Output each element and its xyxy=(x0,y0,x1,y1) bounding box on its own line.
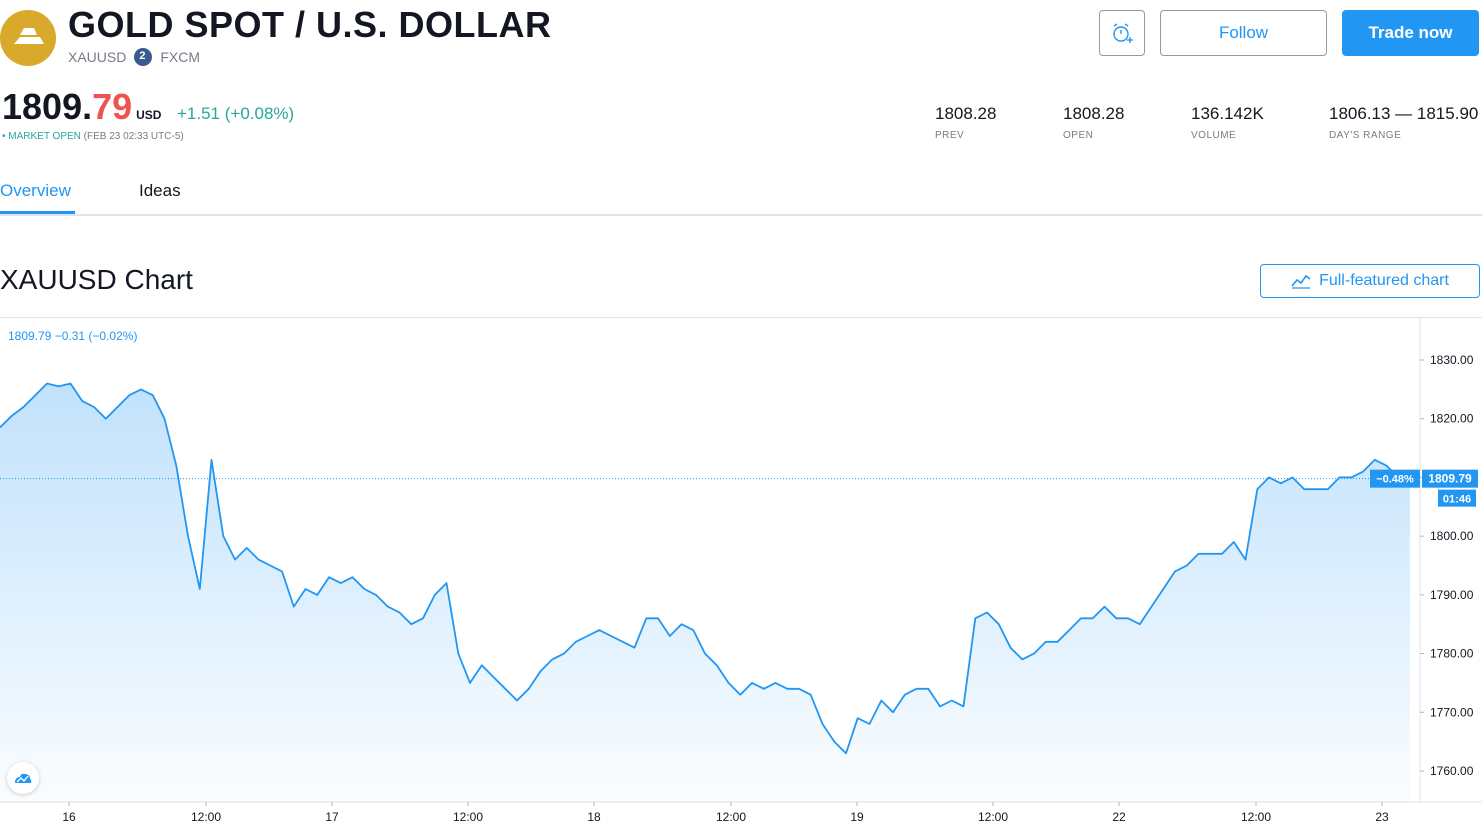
price-whole: 1809. xyxy=(2,86,93,127)
x-tick-label: 12:00 xyxy=(716,810,746,824)
last-price-text: 1809.79 xyxy=(1428,472,1472,486)
market-timestamp: (FEB 23 02:33 UTC-5) xyxy=(83,131,184,142)
full-featured-chart-button[interactable]: Full-featured chart xyxy=(1260,264,1480,298)
market-open-label: • MARKET OPEN xyxy=(2,131,81,142)
stat-volume: 136.142K VOLUME xyxy=(1191,104,1264,141)
x-tick-label: 17 xyxy=(325,810,339,824)
x-tick-label: 12:00 xyxy=(191,810,221,824)
chart-legend: 1809.79 −0.31 (−0.02%) xyxy=(8,329,138,343)
stat-days-range: 1806.13 — 1815.90 DAY'S RANGE xyxy=(1329,104,1478,141)
price-chart[interactable]: 1830.001820.001810.001800.001790.001780.… xyxy=(0,317,1482,831)
stat-label: DAY'S RANGE xyxy=(1329,130,1402,141)
market-status: • MARKET OPEN (FEB 23 02:33 UTC-5) xyxy=(2,131,184,142)
y-tick-label: 1780.00 xyxy=(1430,647,1474,661)
stat-value: 1806.13 — 1815.90 xyxy=(1329,104,1479,123)
x-tick-label: 19 xyxy=(850,810,864,824)
y-tick-label: 1760.00 xyxy=(1430,764,1474,778)
follow-button[interactable]: Follow xyxy=(1160,10,1327,56)
stat-value: 1808.28 xyxy=(935,104,997,123)
last-price-badge xyxy=(1422,469,1478,488)
price-area xyxy=(0,383,1410,802)
symbol-code[interactable]: XAUUSD xyxy=(68,49,127,65)
x-tick-label: 12:00 xyxy=(978,810,1008,824)
countdown-badge xyxy=(1438,489,1476,507)
x-tick-label: 23 xyxy=(1375,810,1389,824)
price-line xyxy=(0,382,1411,755)
tab-bar: Overview Ideas xyxy=(0,176,1482,216)
countdown-text: 01:46 xyxy=(1443,494,1471,506)
last-price: 1809. 79 USD xyxy=(2,86,161,128)
tradingview-logo-icon[interactable] xyxy=(7,762,39,794)
chart-title: XAUUSD Chart xyxy=(0,264,193,295)
page-title: GOLD SPOT / U.S. DOLLAR xyxy=(68,4,552,45)
x-tick-label: 12:00 xyxy=(1241,810,1271,824)
stat-label: OPEN xyxy=(1063,130,1094,141)
stat-open: 1808.28 OPEN xyxy=(1063,104,1124,141)
y-tick-label: 1800.00 xyxy=(1430,529,1474,543)
exchange-icon xyxy=(134,48,153,66)
symbol-line: XAUUSD FXCM xyxy=(68,48,200,66)
tab-overview[interactable]: Overview xyxy=(0,181,71,200)
chart-icon xyxy=(1291,274,1311,289)
full-chart-label: Full-featured chart xyxy=(1319,272,1449,289)
stat-label: PREV xyxy=(935,130,965,141)
price-currency: USD xyxy=(136,108,162,122)
trade-now-button[interactable]: Trade now xyxy=(1342,10,1479,56)
tab-ideas[interactable]: Ideas xyxy=(139,181,181,200)
chart-canvas[interactable]: 1830.001820.001810.001800.001790.001780.… xyxy=(0,318,1482,832)
pct-change-badge xyxy=(1370,469,1420,488)
x-tick-label: 18 xyxy=(587,810,601,824)
x-tick-label: 12:00 xyxy=(453,810,483,824)
active-tab-indicator xyxy=(0,211,75,214)
x-tick-label: 16 xyxy=(62,810,76,824)
price-change: +1.51 (+0.08%) xyxy=(177,104,295,123)
y-tick-label: 1830.00 xyxy=(1430,353,1474,367)
stat-value: 1808.28 xyxy=(1063,104,1125,123)
y-tick-label: 1790.00 xyxy=(1430,588,1474,602)
y-tick-label: 1770.00 xyxy=(1430,705,1474,719)
alarm-clock-icon xyxy=(1113,23,1133,43)
pct-change-text: −0.48% xyxy=(1376,474,1414,486)
x-tick-label: 22 xyxy=(1112,810,1126,824)
exchange-name[interactable]: FXCM xyxy=(160,49,201,65)
y-tick-label: 1820.00 xyxy=(1430,412,1474,426)
gold-logo-icon xyxy=(0,10,56,66)
stat-value: 136.142K xyxy=(1191,104,1264,123)
price-fraction: 79 xyxy=(92,86,133,127)
stat-label: VOLUME xyxy=(1191,130,1237,141)
stat-prev: 1808.28 PREV xyxy=(935,104,996,141)
alert-button[interactable] xyxy=(1099,10,1145,56)
